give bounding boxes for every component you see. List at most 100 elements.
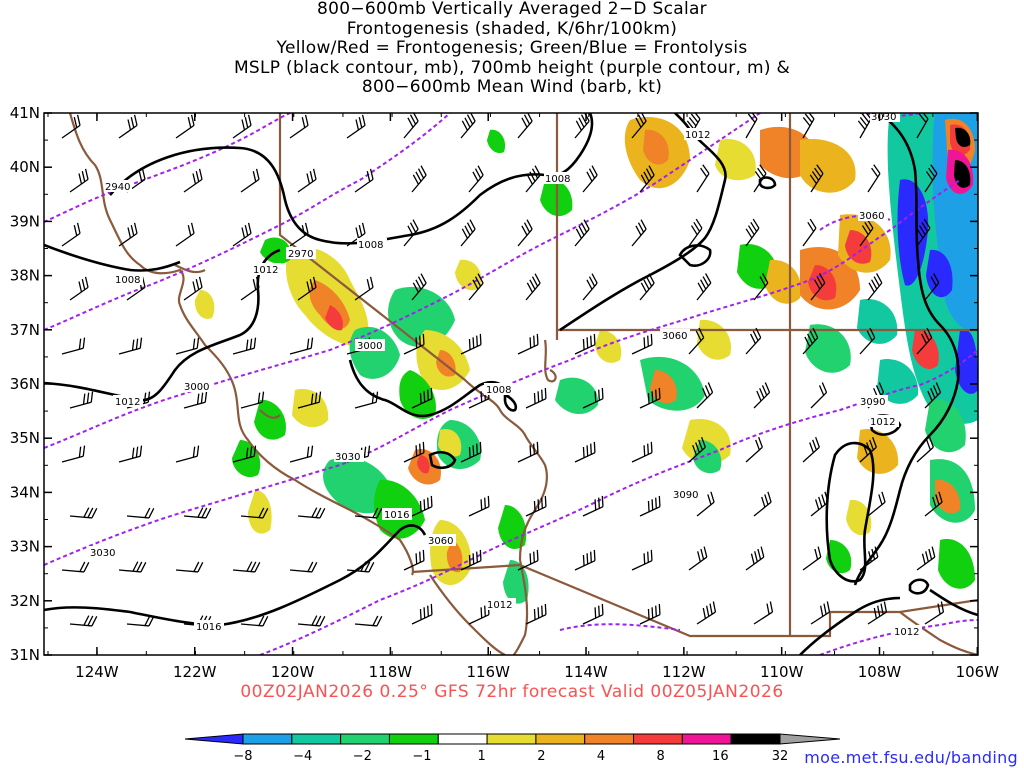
wind-barb: [517, 113, 533, 139]
mslp-label-1012-e: 1012: [894, 627, 919, 638]
wind-barb: [232, 561, 261, 573]
lon-label: 122W: [173, 663, 217, 681]
colorbar-label: 32: [772, 749, 789, 764]
mslp-label-1012-c: 1012: [115, 397, 140, 408]
wind-barb: [924, 164, 938, 193]
lon-label: 114W: [564, 663, 608, 681]
height-label-3000-b: 3000: [184, 382, 209, 393]
wind-barb: [517, 549, 539, 571]
wind-barb: [183, 276, 203, 301]
wind-barb: [574, 441, 596, 463]
wind-barb: [867, 491, 886, 517]
wind-barb: [688, 546, 708, 571]
height-label-3090-c: 1012: [487, 600, 512, 611]
wind-barb: [639, 387, 661, 409]
wind-barb: [802, 327, 819, 355]
wind-barb: [61, 445, 86, 463]
wind-barb: [574, 333, 596, 355]
wind-barb: [354, 168, 374, 193]
wind-barb: [574, 113, 590, 139]
mslp-label-1008-d: 1008: [486, 385, 511, 396]
wind-barb: [175, 114, 195, 139]
lon-label: 124W: [75, 663, 119, 681]
wind-barb: [867, 601, 888, 625]
wind-barb: [753, 273, 769, 301]
lat-label: 41N: [10, 104, 40, 122]
wind-barb: [631, 549, 653, 571]
mslp-contours: [44, 113, 978, 655]
wind-barb: [582, 495, 604, 517]
lon-label: 106W: [956, 663, 1000, 681]
wind-barb: [924, 601, 945, 625]
chart-title-line-5: 800−600mb Mean Wind (barb, kt): [361, 77, 663, 97]
credit-link[interactable]: moe.met.fsu.edu/banding: [804, 748, 1018, 767]
wind-barb: [183, 168, 203, 193]
colorbar-label: 8: [657, 749, 665, 764]
mslp-label-1016-b: 1016: [196, 622, 221, 633]
height-label-3030-b: 3030: [90, 548, 115, 559]
height-label-3090-b: 3090: [860, 397, 885, 408]
wind-barb: [745, 113, 758, 139]
wind-barb: [924, 382, 942, 409]
wind-barb: [289, 445, 314, 463]
wind-barb: [61, 114, 81, 139]
wind-barb: [346, 222, 366, 247]
wind-barb: [916, 546, 936, 571]
wind-barb: [175, 561, 204, 573]
mslp-label-1008-b: 1008: [358, 240, 383, 251]
wind-barb: [517, 333, 539, 355]
height-label-3060-b: 3060: [662, 331, 687, 342]
mslp-label-1012-d: 1012: [870, 417, 895, 428]
wind-barb: [232, 445, 257, 463]
lon-label: 120W: [271, 663, 315, 681]
lon-label: 110W: [760, 663, 804, 681]
wind-barb: [118, 222, 138, 247]
wind-barb: [696, 382, 714, 409]
height-label-3000-a: 3000: [357, 341, 382, 352]
wind-barb: [289, 114, 309, 139]
wind-barb: [867, 164, 881, 193]
wind-barb: [403, 219, 419, 247]
colorbar-label: 1: [478, 749, 486, 764]
wind-barb: [403, 549, 425, 571]
height-label-3060-c: 3060: [859, 211, 884, 222]
wind-barb: [403, 333, 425, 355]
wind-barb: [175, 337, 200, 355]
colorbar: −8 −4 −2 −1 1 2 4 8 16 32: [184, 733, 841, 764]
height-label-3090-a: 3090: [673, 490, 698, 501]
wind-barb: [574, 219, 590, 247]
wind-barb: [857, 113, 872, 139]
wind-barb: [745, 546, 765, 571]
wind-barb: [411, 387, 433, 409]
colorbar-label: 4: [597, 749, 605, 764]
wind-barb: [460, 441, 482, 463]
colorbar-swatch: [681, 733, 732, 745]
wind-barb: [916, 436, 934, 463]
wind-barb: [582, 603, 604, 625]
wind-barb: [232, 337, 257, 355]
wind-barb: [916, 218, 931, 247]
height-label-3030-c: 3030: [871, 112, 896, 123]
lat-label: 38N: [10, 267, 40, 285]
wind-barb: [468, 495, 490, 517]
wind-barb: [69, 507, 98, 519]
wind-barb: [468, 273, 484, 301]
colorbar-swatch: [584, 733, 635, 745]
wind-barb: [354, 507, 383, 519]
wind-barb: [175, 445, 200, 463]
wind-barb: [525, 387, 547, 409]
wind-barb: [517, 441, 539, 463]
wind-barb: [69, 276, 89, 301]
colorbar-swatch: [535, 733, 586, 745]
wind-barb: [916, 327, 933, 355]
axes: 41N 40N 39N 38N 37N 36N 35N 34N 33N 32N 31N 124W 122…: [10, 104, 1000, 681]
wind-barb: [696, 491, 715, 517]
wind-barb: [525, 165, 541, 193]
wind-barb: [411, 165, 427, 193]
wind-barb: [118, 337, 143, 355]
wind-barb: [745, 327, 762, 355]
chart-title-line-1: 800−600mb Vertically Averaged 2−D Scalar: [317, 0, 707, 19]
wind-barb: [183, 507, 212, 519]
wind-barb: [696, 164, 710, 193]
